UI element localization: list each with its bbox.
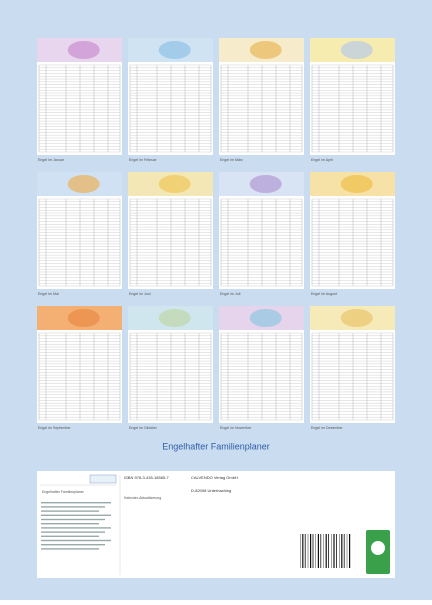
month-caption: Engel im März <box>220 158 243 162</box>
title: Engelhafter Familienplaner <box>162 441 270 451</box>
publisher: CALVENDO Verlag GmbH <box>191 475 238 480</box>
angel-art <box>341 175 373 193</box>
bar <box>349 534 350 568</box>
text-line <box>41 527 111 528</box>
month-caption: Engel im Februar <box>129 158 157 162</box>
eco-icon <box>371 541 385 555</box>
month-caption: Engel im Oktober <box>129 426 158 430</box>
month-caption: Engel im Juli <box>220 292 241 296</box>
month-caption: Engel im September <box>38 426 71 430</box>
angel-art <box>250 41 282 59</box>
bar <box>305 534 306 568</box>
angel-art <box>159 175 191 193</box>
angel-art <box>341 41 373 59</box>
angel-art <box>68 309 100 327</box>
bar <box>328 534 329 568</box>
text-line <box>41 540 111 541</box>
text-line <box>41 519 105 520</box>
logo <box>90 475 116 483</box>
bar <box>344 534 345 568</box>
city: D-82008 Unterhaching <box>191 488 231 493</box>
bar <box>318 534 319 568</box>
info-box: Engelhafter Familienplaner ISBN 978-3-43… <box>37 471 395 578</box>
isbn: ISBN 978-3-435-18565-7 <box>124 475 169 480</box>
angel-art <box>68 41 100 59</box>
angel-art <box>68 175 100 193</box>
bar <box>310 534 311 568</box>
text-line <box>41 531 105 532</box>
text-line <box>41 515 111 516</box>
text-line <box>41 548 99 549</box>
month-caption: Engel im Mai <box>38 292 59 296</box>
bar <box>341 534 342 568</box>
text-line <box>41 506 105 507</box>
text-line <box>41 536 99 537</box>
bar <box>302 534 303 568</box>
angel-art <box>159 41 191 59</box>
month-caption: Engel im Juni <box>129 292 151 296</box>
angel-art <box>341 309 373 327</box>
bar <box>326 534 327 568</box>
month-caption: Engel im August <box>311 292 337 296</box>
note: Kalender-Aktualisierung <box>124 496 161 500</box>
bar <box>313 534 314 568</box>
bar <box>336 534 337 568</box>
month-caption: Engel im April <box>311 158 333 162</box>
bar <box>320 534 321 568</box>
text-line <box>41 544 105 545</box>
month-caption: Engel im Dezember <box>311 426 343 430</box>
subtitle: Engelhafter Familienplaner <box>42 490 85 494</box>
text-line <box>41 510 99 511</box>
angel-art <box>250 175 282 193</box>
text-line <box>41 523 99 524</box>
text-line <box>41 502 111 503</box>
bar <box>333 534 334 568</box>
angel-art <box>159 309 191 327</box>
angel-art <box>250 309 282 327</box>
month-caption: Engel im November <box>220 426 252 430</box>
month-caption: Engel im Januar <box>38 158 65 162</box>
